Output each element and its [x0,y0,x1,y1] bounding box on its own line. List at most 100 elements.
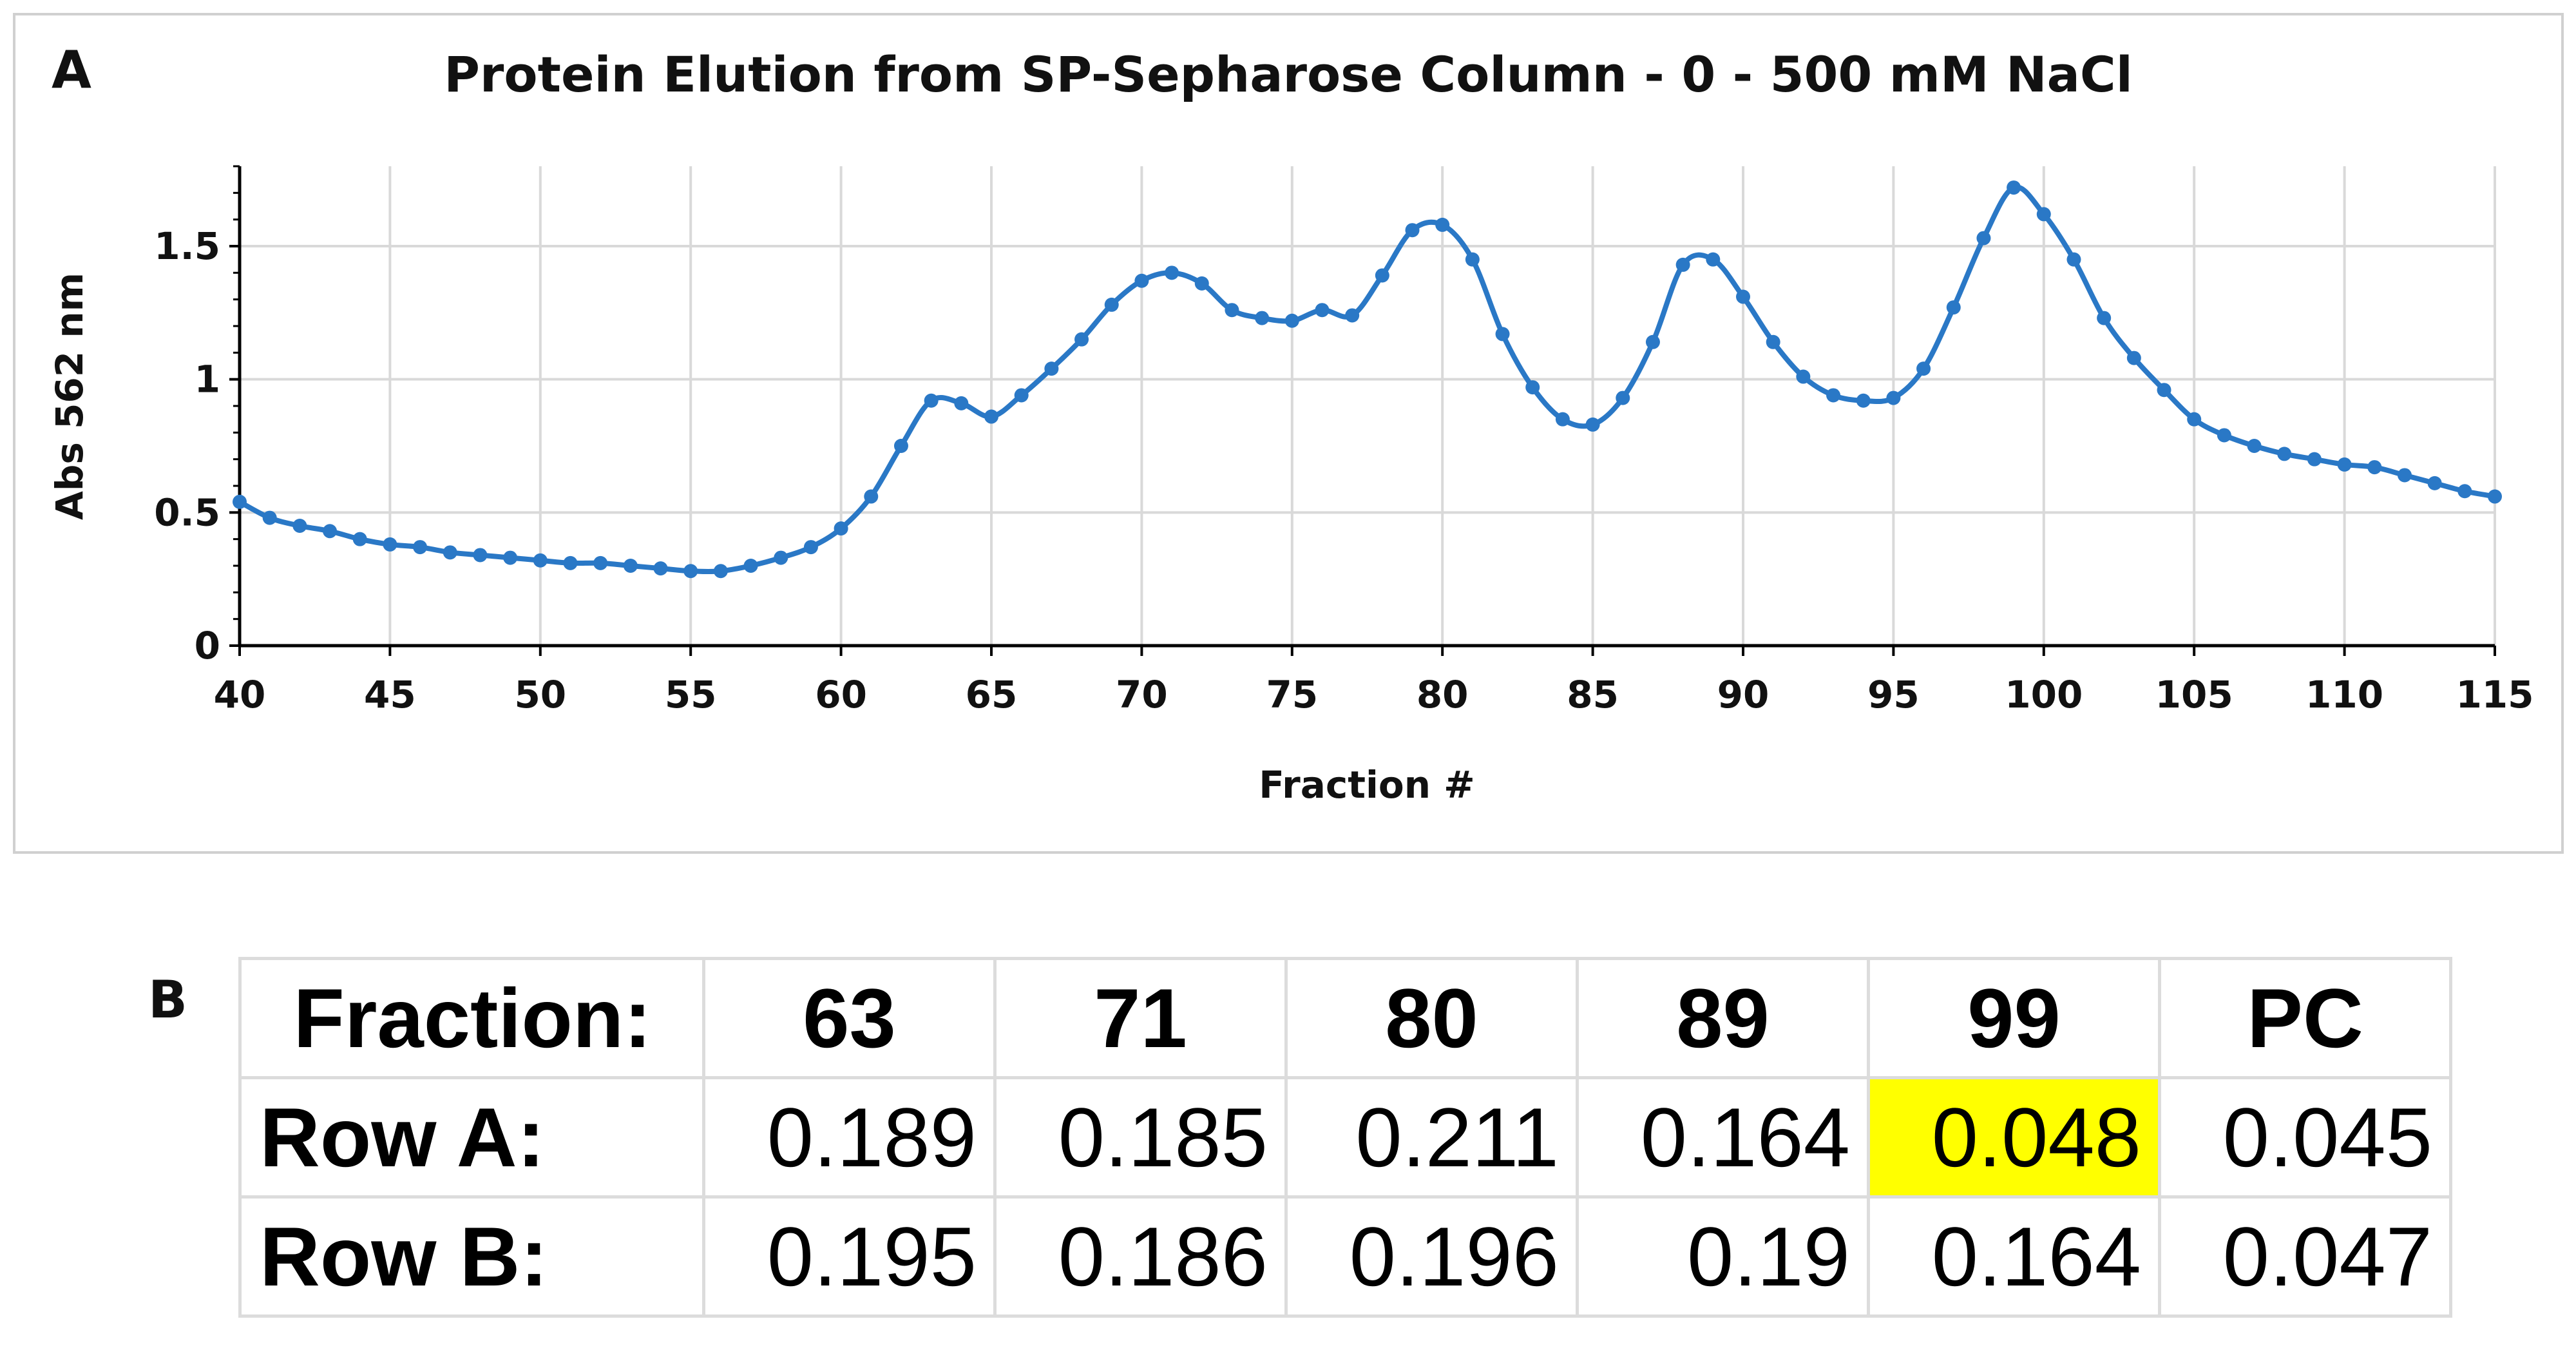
data-point [1345,308,1360,323]
x-tick-label: 110 [2305,673,2383,717]
header-cell: 89 [1576,957,1870,1079]
data-point [473,548,488,563]
data-point [2097,311,2112,325]
x-tick-label: 70 [1116,673,1168,717]
data-point [893,439,908,453]
data-point [1074,332,1089,347]
data-point [803,540,818,555]
table-cell: 0.045 [2158,1076,2452,1199]
data-point [2217,428,2231,443]
header-cell: 63 [702,957,997,1079]
data-point [2397,468,2412,483]
row-a-label: Row A: [238,1076,705,1199]
data-point [323,524,338,539]
table-cell: 0.196 [1284,1195,1579,1318]
data-point [1826,388,1841,403]
data-point [623,559,638,573]
table-cell: 0.189 [702,1076,997,1199]
data-point [2367,460,2382,475]
data-point [1796,369,1811,384]
data-point [1405,223,1420,238]
panel-label-a: A [52,40,91,100]
series-line [233,180,2502,579]
data-point [1645,334,1660,349]
x-tick-label: 75 [1266,673,1318,717]
data-point [1976,231,1991,246]
data-point [774,550,788,565]
data-point [2427,476,2442,490]
x-tick-label: 65 [966,673,1018,717]
grid-lines [240,166,2496,646]
tick-labels: 40 45 50 55 60 65 70 75 80 85 90 95 100 105 110 115 0 0.5… [154,224,2533,717]
elution-chart: Protein Elution from SP-Sepharose Column… [48,46,2534,807]
x-axis-label: Fraction # [1259,763,1475,807]
x-tick-label: 50 [514,673,566,717]
data-point [1435,217,1450,232]
y-tick-label: 1 [195,358,220,401]
data-point [653,561,668,576]
table-cell: 0.195 [702,1195,997,1318]
data-point [1675,257,1690,272]
x-tick-label: 45 [364,673,416,717]
data-point [233,494,247,509]
chart-panel-a [13,13,2564,854]
x-tick-label: 40 [214,673,266,717]
data-point [2187,412,2202,427]
data-point [1225,303,1239,318]
x-tick-label: 80 [1417,673,1469,717]
table-cell: 0.047 [2158,1195,2452,1318]
data-point [1194,276,1209,291]
highlighted-cell: 0.048 [1867,1076,2161,1199]
data-point [1525,380,1540,395]
data-point [533,553,548,568]
data-point [683,564,698,579]
table-cell: 0.19 [1576,1195,1870,1318]
data-point [443,545,457,560]
header-label: Fraction: [238,957,705,1079]
data-point [1104,297,1119,312]
data-point [2036,207,2051,222]
data-point [1315,303,1330,318]
x-tick-label: 115 [2456,673,2533,717]
data-point [1616,390,1630,405]
data-point [503,550,518,565]
x-tick-label: 105 [2155,673,2233,717]
x-tick-label: 55 [665,673,717,717]
x-tick-label: 95 [1867,673,1920,717]
data-point [984,409,998,424]
data-point [834,521,848,536]
table-row-a: Row A: 0.189 0.185 0.211 0.164 0.048 0.0… [238,1076,2452,1199]
data-point [383,537,397,552]
x-tick-label: 60 [815,673,867,717]
data-point [2488,489,2502,504]
data-point [2066,252,2081,267]
header-cell: PC [2158,957,2452,1079]
header-cell: 71 [993,957,1288,1079]
data-point [593,555,608,570]
x-tick-label: 100 [2005,673,2083,717]
table-cell: 0.185 [993,1076,1288,1199]
table-cell: 0.164 [1576,1076,1870,1199]
data-point [1585,417,1600,432]
data-point [2277,447,2292,461]
data-point [864,489,879,504]
header-cell: 80 [1284,957,1579,1079]
y-tick-label: 0 [195,624,220,668]
data-point [2337,457,2352,472]
data-point [1946,300,1961,315]
data-point [1465,252,1480,267]
data-point [924,393,939,408]
data-point [954,396,969,410]
header-cell: 99 [1867,957,2161,1079]
chart-title: Protein Elution from SP-Sepharose Column… [444,46,2133,103]
data-point [1375,268,1389,283]
data-point [2307,452,2322,467]
data-point [1284,313,1299,328]
data-point [1886,390,1901,405]
data-point [1736,289,1750,304]
data-point [2007,180,2021,195]
data-point [1495,327,1510,342]
data-point [2457,484,2472,499]
y-tick-label: 1.5 [154,224,220,268]
table-cell: 0.211 [1284,1076,1579,1199]
